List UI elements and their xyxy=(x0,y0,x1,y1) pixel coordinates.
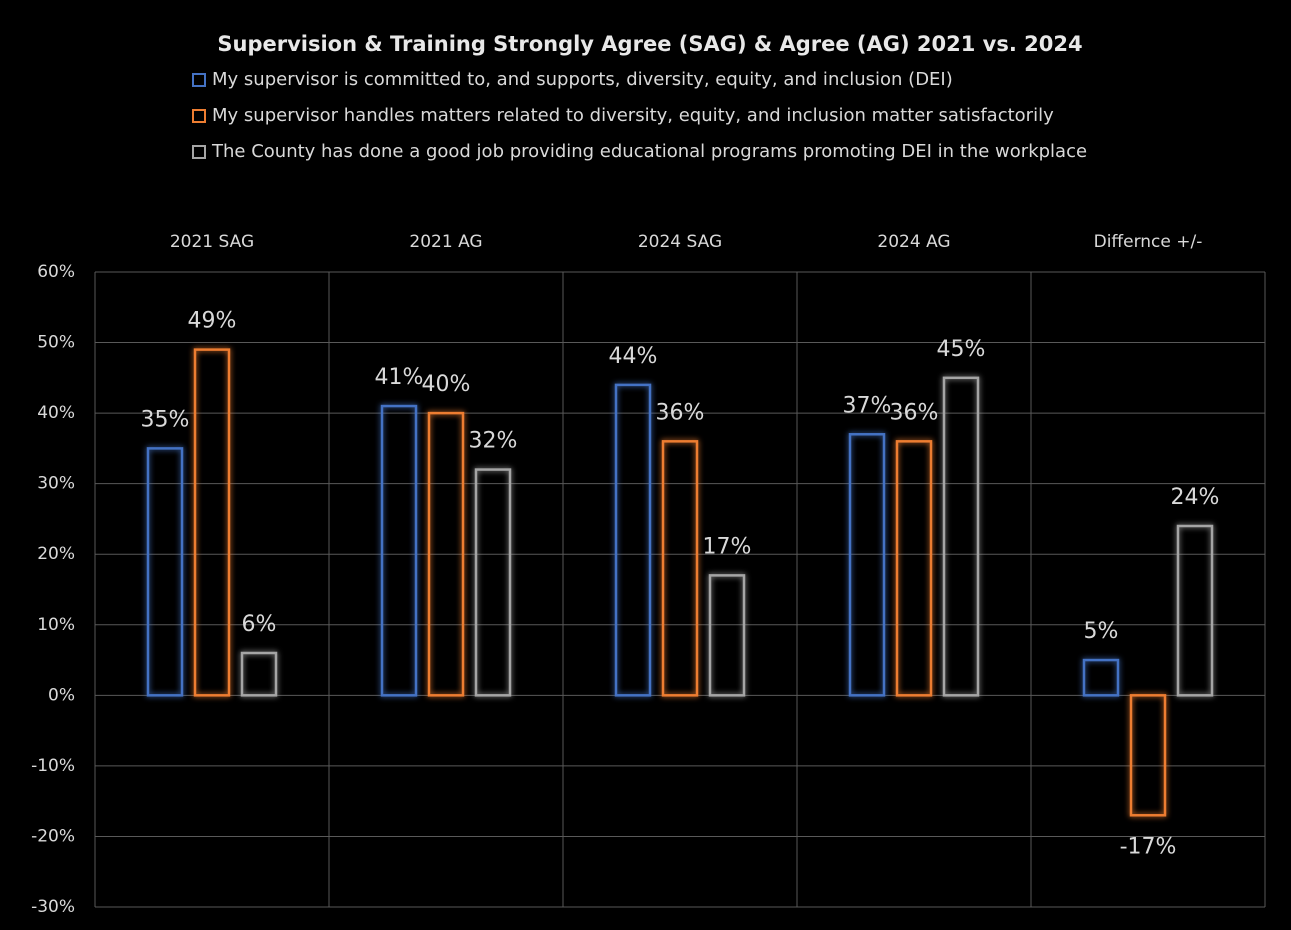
y-tick-label: 40% xyxy=(37,403,75,423)
bar xyxy=(1176,524,1214,697)
y-tick-label: 30% xyxy=(37,474,75,494)
legend-swatch xyxy=(192,109,206,123)
value-label: 24% xyxy=(1171,485,1220,510)
y-tick-label: 60% xyxy=(37,262,75,282)
legend-label: My supervisor handles matters related to… xyxy=(212,105,1054,126)
value-label: 45% xyxy=(937,337,986,362)
value-label: 17% xyxy=(703,534,752,559)
bar xyxy=(942,376,980,697)
bar xyxy=(614,383,652,697)
y-tick-label: 50% xyxy=(37,333,75,353)
bar xyxy=(240,651,278,697)
legend-swatch xyxy=(192,73,206,87)
category-label: Differnce +/- xyxy=(1094,232,1203,252)
value-label: 41% xyxy=(375,365,424,390)
legend-label: My supervisor is committed to, and suppo… xyxy=(212,69,953,90)
y-tick-label: 10% xyxy=(37,615,75,635)
bar xyxy=(1082,658,1120,697)
chart-title: Supervision & Training Strongly Agree (S… xyxy=(217,32,1082,56)
bar xyxy=(661,440,699,697)
value-label: 5% xyxy=(1084,619,1119,644)
bar xyxy=(193,348,231,697)
value-label: 44% xyxy=(609,344,658,369)
value-label: 37% xyxy=(843,393,892,418)
y-tick-label: 0% xyxy=(48,685,75,705)
bar xyxy=(474,468,512,697)
y-tick-label: -20% xyxy=(31,826,75,846)
category-label: 2024 AG xyxy=(877,232,950,252)
category-label: 2024 SAG xyxy=(638,232,722,252)
bar xyxy=(427,411,465,697)
value-label: 32% xyxy=(469,429,518,454)
bar xyxy=(380,404,418,697)
bar xyxy=(146,447,184,697)
bar xyxy=(848,433,886,697)
legend-label: The County has done a good job providing… xyxy=(211,141,1087,162)
bar xyxy=(895,440,933,697)
value-label: -17% xyxy=(1120,834,1177,859)
category-label: 2021 SAG xyxy=(170,232,254,252)
y-tick-label: -10% xyxy=(31,756,75,776)
y-tick-label: 20% xyxy=(37,544,75,564)
value-label: 36% xyxy=(656,400,705,425)
bar xyxy=(708,574,746,697)
bar xyxy=(1129,694,1167,817)
y-tick-label: -30% xyxy=(31,897,75,917)
category-label: 2021 AG xyxy=(409,232,482,252)
value-label: 40% xyxy=(422,372,471,397)
value-label: 6% xyxy=(242,612,277,637)
value-label: 35% xyxy=(141,407,190,432)
value-label: 49% xyxy=(188,309,237,334)
legend-swatch xyxy=(192,145,206,159)
value-label: 36% xyxy=(890,400,939,425)
